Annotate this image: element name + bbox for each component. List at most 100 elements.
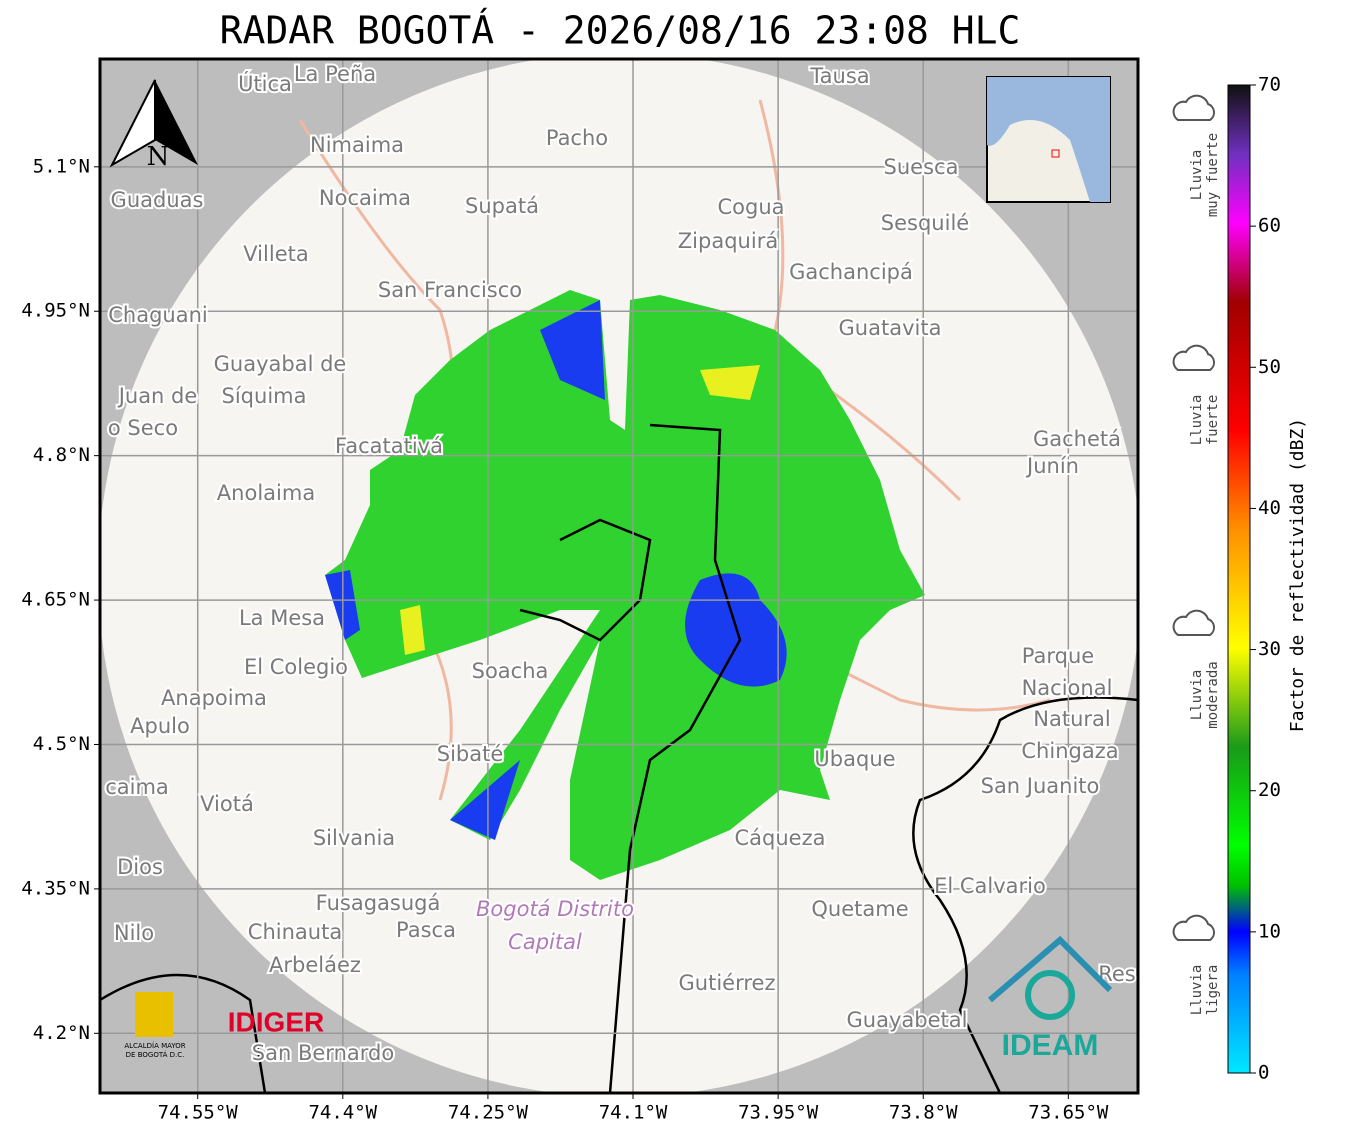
place-label: Ubaque <box>814 747 895 771</box>
place-label: Chaguani <box>108 303 208 327</box>
place-label: Anolaima <box>217 481 315 505</box>
rain-class-label: Lluvia <box>1189 670 1205 721</box>
ideam-icon <box>988 935 1113 1003</box>
place-label: Guayabetal <box>847 1008 968 1032</box>
place-label: Apulo <box>130 714 190 738</box>
place-label: Arbeláez <box>269 953 361 977</box>
colorbar-tick-label: 70 <box>1258 74 1281 96</box>
place-label: Sibaté <box>437 742 504 766</box>
place-label: San Bernardo <box>252 1041 394 1065</box>
weather-icon <box>1172 914 1215 941</box>
place-label: Chinauta <box>248 920 342 944</box>
y-tick-label: 4.65°N <box>21 589 90 611</box>
y-tick-label: 4.8°N <box>33 444 90 466</box>
colorbar <box>1227 84 1251 1074</box>
inset-focus <box>1051 149 1060 158</box>
x-tick-label: 73.65°W <box>1028 1102 1109 1124</box>
place-label: Natural <box>1033 707 1110 731</box>
place-label: Dios <box>117 855 163 879</box>
colorbar-tick-label: 40 <box>1258 497 1281 519</box>
weather-icon <box>1172 94 1215 121</box>
place-label: Cáqueza <box>735 826 826 850</box>
y-tick-label: 4.35°N <box>21 877 90 899</box>
place-label: Soacha <box>472 659 549 683</box>
north-arrow <box>155 80 198 165</box>
place-label: Nimaima <box>310 133 404 157</box>
rain-class-label: Lluvia <box>1189 150 1205 201</box>
place-label: La Mesa <box>239 606 325 630</box>
map-frame <box>98 57 1140 1095</box>
y-tick-label: 5.1°N <box>33 155 90 177</box>
rain-class-label: ligera <box>1205 965 1221 1016</box>
place-label: Parque <box>1022 644 1094 668</box>
idiger-logo: IDIGER <box>228 1006 324 1037</box>
colorbar-tick-label: 60 <box>1258 215 1281 237</box>
rain-class-label: moderada <box>1205 661 1221 728</box>
place-label: El Colegio <box>244 655 348 679</box>
x-tick-label: 74.4°W <box>308 1102 377 1124</box>
place-label: Supatá <box>465 194 539 218</box>
y-tick-label: 4.2°N <box>33 1022 90 1044</box>
colorbar-tick-label: 20 <box>1258 779 1281 801</box>
place-label: Guaduas <box>111 188 204 212</box>
place-label: Gachetá <box>1033 427 1121 451</box>
place-label: Silvania <box>313 826 395 850</box>
colorbar-tick-label: 50 <box>1258 356 1281 378</box>
colorbar-label: Factor de reflectividad (dBZ) <box>1287 418 1308 732</box>
place-label: Quetame <box>811 897 908 921</box>
capital-label: Bogotá Distrito <box>476 897 634 921</box>
colorbar-tick-label: 30 <box>1258 638 1281 660</box>
map: Útica La Peña Tausa Pacho Nimaima Guaduas Noca… <box>100 59 1138 1093</box>
title: RADAR BOGOTÁ - 2026/08/16 23:08 HLC <box>220 9 1021 53</box>
place-label: o Seco <box>108 416 178 440</box>
place-label: Guayabal de <box>214 352 347 376</box>
place-label: Villeta <box>243 242 308 266</box>
ideam-icon <box>1025 970 1075 1020</box>
alcaldia-logo <box>135 992 173 1037</box>
capital-label: Capital <box>508 930 582 954</box>
rain-class-label: fuerte <box>1205 395 1221 446</box>
x-tick-label: 74.55°W <box>158 1102 239 1124</box>
place-label: Guatavita <box>839 316 942 340</box>
place-label: San Juanito <box>981 774 1100 798</box>
rain-class-label: Lluvia <box>1189 395 1205 446</box>
place-label: Útica <box>238 71 292 96</box>
place-label: Gachancipá <box>789 260 913 284</box>
place-label: Gutiérrez <box>679 971 776 995</box>
place-label: Pacho <box>546 126 608 150</box>
rain-class-label: Lluvia <box>1189 965 1205 1016</box>
x-tick-label: 74.1°W <box>599 1102 668 1124</box>
place-label: Nilo <box>114 921 154 945</box>
place-label: Nacional <box>1022 676 1113 700</box>
rain-class-label: muy fuerte <box>1205 133 1221 217</box>
north-label: N <box>147 142 170 172</box>
place-label: Cogua <box>717 195 784 219</box>
place-label: San Francisco <box>378 278 522 302</box>
colorbar-tick-label: 0 <box>1258 1062 1269 1084</box>
inset-sea <box>987 77 1110 202</box>
place-label: El Calvario <box>934 874 1046 898</box>
x-tick-label: 74.25°W <box>448 1102 529 1124</box>
logo-text: DE BOGOTÁ D.C. <box>126 1050 185 1059</box>
radar-echo <box>325 290 925 880</box>
place-label: Fusagasugá <box>316 891 441 915</box>
ideam-logo: IDEAM <box>1002 1029 1099 1062</box>
place-label: Chingaza <box>1021 739 1118 763</box>
x-tick-label: 73.95°W <box>738 1102 819 1124</box>
place-label: Junín <box>1025 454 1079 478</box>
place-label: Pasca <box>396 918 456 942</box>
place-label: Suesca <box>884 155 959 179</box>
place-label: Tausa <box>809 64 869 88</box>
radar-echo-strong <box>400 365 760 655</box>
place-label: Zipaquirá <box>678 229 778 253</box>
place-label: Síquima <box>222 384 307 408</box>
weather-icon <box>1172 609 1215 636</box>
place-label: La Peña <box>294 62 376 86</box>
place-label: Anapoima <box>161 686 267 710</box>
place-label: Juan de <box>117 384 198 408</box>
y-tick-label: 4.5°N <box>33 733 90 755</box>
place-label: Facatativá <box>335 434 443 458</box>
colorbar-tick-label: 10 <box>1258 920 1281 942</box>
place-label: caima <box>105 775 169 799</box>
